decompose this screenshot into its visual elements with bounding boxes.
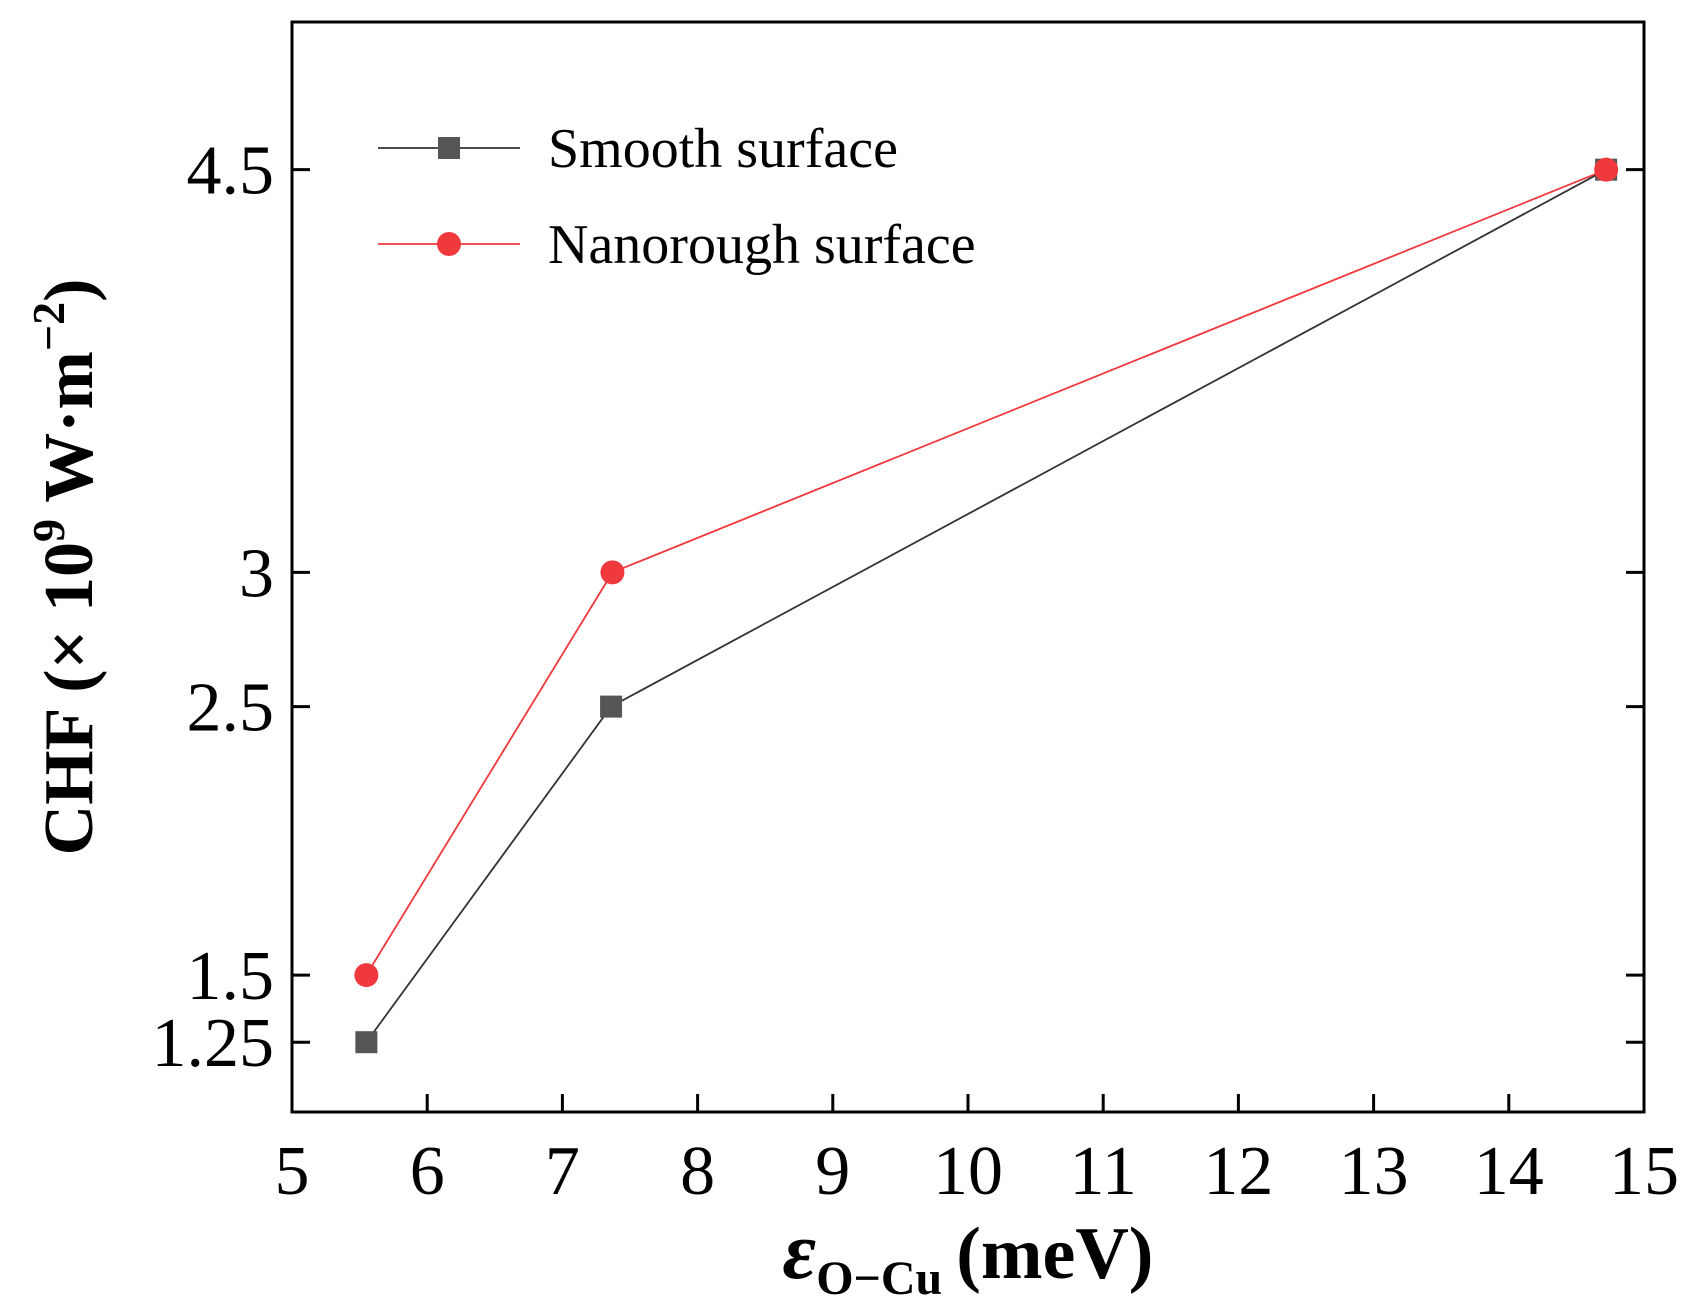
y-tick-label-3: 3	[239, 535, 274, 612]
series-1-point-2	[1594, 157, 1619, 182]
x-tick-label-13: 13	[1339, 1133, 1409, 1210]
x-tick-label-12: 12	[1203, 1133, 1273, 1210]
y-axis-ticks: 1.251.5 2.5 3 4.5	[152, 133, 1644, 1082]
series-layer	[354, 157, 1619, 1054]
x-axis-unit: (meV)	[956, 1213, 1153, 1295]
y-axis-middle: W·m	[31, 351, 108, 519]
x-tick-label-5: 5	[275, 1133, 310, 1210]
x-tick-label-15: 15	[1609, 1133, 1679, 1210]
x-tick-label-10: 10	[933, 1133, 1003, 1210]
x-tick-label-6: 6	[410, 1133, 445, 1210]
x-tick-label-11: 11	[1069, 1133, 1136, 1210]
legend-marker-0	[438, 137, 460, 159]
y-axis-unit-exponent: −2	[23, 302, 74, 351]
x-tick-label-14: 14	[1474, 1133, 1544, 1210]
y-axis-prefix: CHF (× 10	[31, 542, 108, 855]
y-tick-label-4.5: 4.5	[187, 133, 275, 210]
y-tick-label-1.25: 1.25	[152, 1005, 275, 1082]
series-1-point-1	[600, 560, 625, 585]
x-axis-title: εO−Cu (meV)	[783, 1205, 1154, 1305]
y-tick-label-2.5: 2.5	[187, 670, 275, 747]
series-0-point-0	[355, 1031, 378, 1054]
legend: Smooth surface Nanorough surface	[378, 118, 976, 276]
y-axis-suffix: )	[31, 279, 108, 302]
series-line-0	[365, 168, 1607, 1043]
series-1-point-0	[354, 963, 379, 988]
y-tick-label-1.5: 1.5	[187, 938, 275, 1015]
series-0-point-1	[600, 695, 623, 718]
x-tick-label-7: 7	[545, 1133, 580, 1210]
series-line-1	[365, 168, 1607, 976]
plot-frame	[290, 20, 1646, 1114]
y-axis-exponent: 9	[23, 519, 74, 542]
x-axis-symbol: ε	[783, 1205, 817, 1296]
legend-label-1: Nanorough surface	[548, 214, 976, 276]
x-tick-label-8: 8	[680, 1133, 715, 1210]
y-axis-title: CHF (× 109 W·m−2)	[23, 279, 108, 856]
x-axis-ticks: 5 6 7 8 9 10 11 12 13 14 15	[275, 1094, 1679, 1210]
x-axis-subscript: O−Cu	[816, 1252, 942, 1305]
legend-marker-1	[437, 232, 461, 256]
x-tick-label-9: 9	[815, 1133, 850, 1210]
legend-label-0: Smooth surface	[548, 118, 898, 180]
